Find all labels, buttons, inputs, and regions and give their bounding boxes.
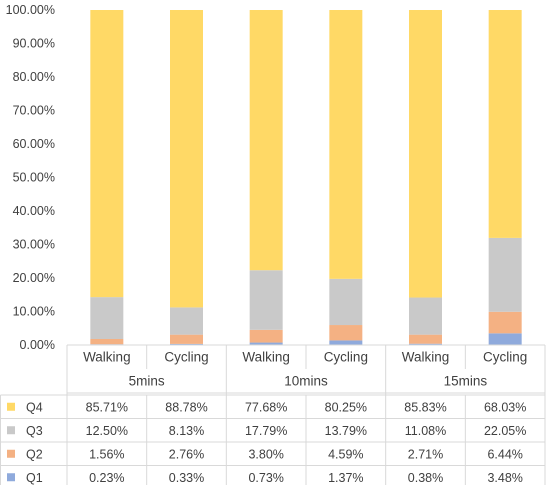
data-label: 3.80% [248, 447, 283, 461]
data-label: 17.79% [245, 424, 287, 438]
legend-label: Q4 [26, 400, 43, 414]
y-tick-label: 20.00% [13, 271, 55, 285]
data-label: 85.71% [86, 400, 128, 414]
category-label: Walking [402, 350, 450, 365]
category-label: Cycling [483, 350, 527, 365]
legend-key-q2 [7, 449, 15, 458]
data-label: 8.13% [169, 424, 204, 438]
bar-segment-q1 [249, 342, 283, 345]
data-label: 0.23% [89, 471, 124, 485]
bar-segment-q3 [90, 297, 124, 340]
bar-segment-q2 [409, 334, 442, 344]
bar-segment-q1 [409, 343, 442, 345]
data-label: 2.71% [408, 447, 443, 461]
data-label: 85.83% [404, 400, 446, 414]
group-label: 10mins [284, 374, 328, 389]
data-label: 4.59% [328, 447, 363, 461]
bar-segment-q3 [488, 237, 522, 312]
data-label: 13.79% [325, 424, 367, 438]
y-tick-label: 70.00% [13, 104, 55, 118]
data-label: 77.68% [245, 400, 287, 414]
bar-segment-q2 [488, 311, 522, 334]
category-label: Cycling [164, 350, 208, 365]
data-label: 80.25% [325, 400, 367, 414]
bar-segment-q2 [329, 325, 363, 341]
data-label: 1.37% [328, 471, 363, 485]
data-label: 3.48% [487, 471, 522, 485]
y-tick-label: 0.00% [20, 338, 55, 352]
y-tick-label: 100.00% [6, 3, 55, 17]
data-label: 2.76% [169, 447, 204, 461]
bar-segment-q3 [249, 270, 283, 330]
data-label: 0.38% [408, 471, 443, 485]
data-label: 88.78% [165, 400, 207, 414]
y-tick-label: 30.00% [13, 238, 55, 252]
bar-segment-q4 [170, 10, 203, 308]
bar-segment-q4 [90, 10, 124, 298]
legend-label: Q1 [26, 471, 43, 485]
y-tick-label: 90.00% [13, 37, 55, 51]
legend-key-q4 [7, 402, 15, 411]
category-label: Walking [242, 350, 290, 365]
bar-segment-q1 [170, 343, 203, 345]
bar-segment-q2 [90, 339, 124, 345]
legend-key-q1 [7, 473, 15, 482]
bar-segment-q3 [409, 297, 442, 335]
data-label: 11.08% [405, 424, 446, 438]
y-tick-label: 60.00% [13, 137, 55, 151]
data-label: 0.73% [248, 471, 283, 485]
data-label: 68.03% [484, 400, 526, 414]
category-label: Cycling [324, 350, 368, 365]
y-tick-label: 50.00% [13, 171, 55, 185]
data-label: 1.56% [89, 447, 124, 461]
legend-label: Q2 [26, 447, 43, 461]
data-label: 22.05% [484, 424, 526, 438]
y-tick-label: 10.00% [13, 305, 55, 319]
bar-segment-q4 [249, 10, 283, 271]
bar-segment-q4 [488, 10, 522, 238]
group-label: 5mins [129, 374, 165, 389]
bar-segment-q1 [488, 333, 522, 345]
y-tick-label: 40.00% [13, 204, 55, 218]
bar-segment-q2 [249, 329, 283, 343]
legend-key-q3 [7, 426, 15, 435]
data-label: 6.44% [487, 447, 522, 461]
legend-label: Q3 [26, 424, 43, 438]
data-label: 12.50% [86, 424, 128, 438]
bar-segment-q1 [329, 340, 363, 345]
bar-segment-q2 [170, 334, 203, 344]
category-label: Walking [83, 350, 131, 365]
group-label: 15mins [444, 374, 488, 389]
y-tick-label: 80.00% [13, 70, 55, 84]
data-label: 0.33% [169, 471, 204, 485]
bar-segment-q3 [170, 307, 203, 335]
bar-segment-q3 [329, 278, 363, 326]
bar-segment-q4 [409, 10, 442, 298]
bar-segment-q4 [329, 10, 363, 279]
